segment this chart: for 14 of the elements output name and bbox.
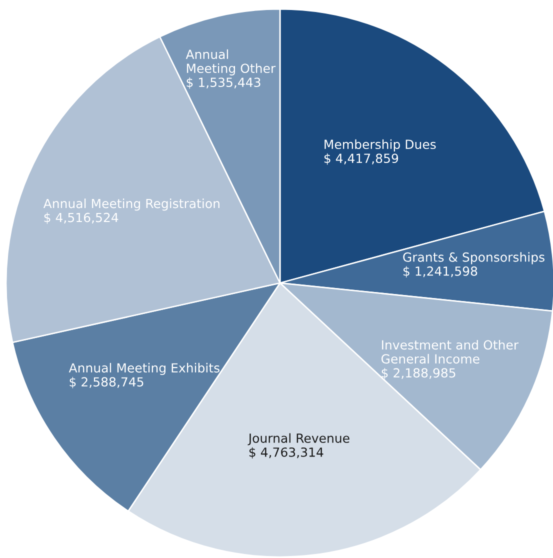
- data-label: $ 4,516,524: [44, 212, 118, 224]
- data-label: $ 1,241,598: [403, 266, 478, 278]
- data-label: $ 2,188,985: [382, 368, 456, 380]
- slice-label: Membership Dues: [324, 139, 436, 152]
- slice-label: Journal Revenue: [248, 433, 350, 446]
- slice-label: Annual Meeting Exhibits: [68, 362, 220, 376]
- data-label: $ 4,763,314: [249, 447, 324, 459]
- data-label: $ 2,588,745: [70, 376, 144, 388]
- slice-label: Grants & Sponsorships: [403, 252, 544, 264]
- slice-label: Investment and Other General Income: [381, 340, 519, 364]
- slice-label: Annual Meeting Other: [186, 49, 276, 76]
- data-label: $ 4,417,859: [324, 153, 398, 165]
- data-label: $ 1,535,443: [186, 77, 260, 89]
- slice-label: Annual Meeting Registration: [43, 198, 220, 211]
